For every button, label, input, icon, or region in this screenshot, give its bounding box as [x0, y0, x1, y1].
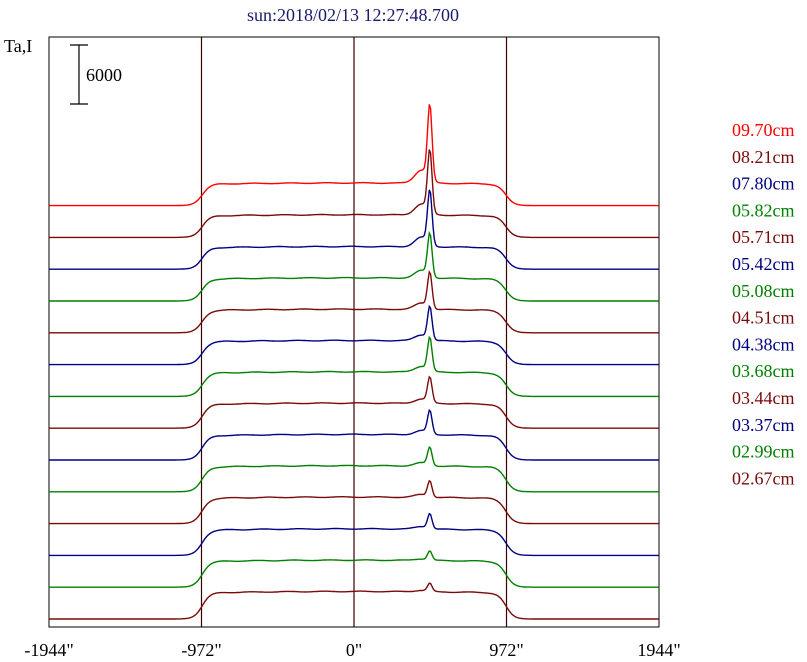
series-line-02.99cm: [49, 550, 659, 588]
series-line-09.70cm: [49, 104, 659, 207]
legend-entry-08.21cm: 08.21cm: [732, 147, 795, 167]
legend-entry-07.80cm: 07.80cm: [732, 174, 795, 194]
y-axis-label: Ta,I: [4, 36, 32, 56]
legend-entry-04.51cm: 04.51cm: [732, 308, 795, 328]
legend-entry-03.37cm: 03.37cm: [732, 415, 795, 435]
series-line-05.82cm: [49, 230, 659, 302]
scale-bar-label: 6000: [86, 65, 122, 85]
series-line-02.67cm: [49, 582, 659, 620]
series-line-05.08cm: [49, 335, 659, 398]
legend-entry-09.70cm: 09.70cm: [732, 120, 795, 140]
vertical-markers: [200, 37, 508, 627]
legend-entry-04.38cm: 04.38cm: [732, 334, 795, 354]
legend-entry-05.82cm: 05.82cm: [732, 200, 795, 220]
x-tick-label-1: -972": [181, 640, 221, 660]
legend-entry-05.42cm: 05.42cm: [732, 254, 795, 274]
series-line-07.80cm: [49, 189, 659, 270]
series-line-04.38cm: [49, 408, 659, 461]
series-line-03.68cm: [49, 445, 659, 493]
series-line-05.42cm: [49, 304, 659, 366]
series-line-03.44cm: [49, 479, 659, 525]
legend-entry-05.71cm: 05.71cm: [732, 227, 795, 247]
x-tick-label-2: 0": [346, 640, 362, 660]
series-line-03.37cm: [49, 512, 659, 557]
series-lines: [49, 104, 659, 620]
scale-bar: 6000: [70, 44, 122, 105]
legend-entry-03.44cm: 03.44cm: [732, 388, 795, 408]
x-tick-labels: -1944" -972" 0" 972" 1944": [24, 640, 680, 660]
legend-entry-02.67cm: 02.67cm: [732, 468, 795, 488]
legend-entry-02.99cm: 02.99cm: [732, 442, 795, 462]
legend: 09.70cm 08.21cm 07.80cm 05.82cm 05.71cm 05.42…: [732, 120, 795, 488]
series-line-04.51cm: [49, 375, 659, 429]
legend-entry-03.68cm: 03.68cm: [732, 361, 795, 381]
series-line-08.21cm: [49, 149, 659, 239]
x-tick-label-0: -1944": [24, 640, 73, 660]
x-tick-label-4: 1944": [637, 640, 680, 660]
legend-entry-05.08cm: 05.08cm: [732, 281, 795, 301]
chart-title: sun:2018/02/13 12:27:48.700: [247, 5, 459, 25]
series-line-05.71cm: [49, 270, 659, 334]
x-tick-label-3: 972": [489, 640, 523, 660]
